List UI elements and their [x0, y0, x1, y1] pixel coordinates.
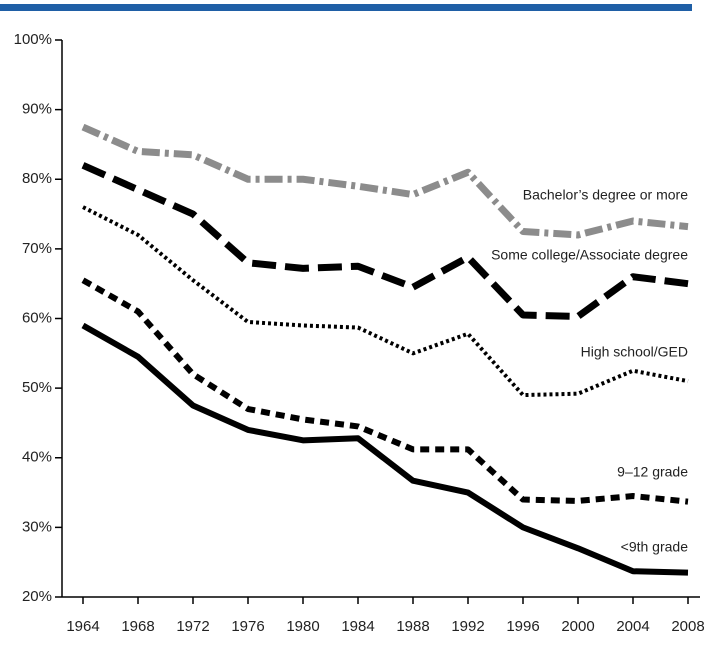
- header-bar: [0, 4, 692, 11]
- x-tick-label: 1976: [231, 618, 264, 635]
- y-tick-label: 70%: [22, 240, 52, 257]
- series-label: <9th grade: [621, 539, 689, 555]
- y-tick-label: 40%: [22, 449, 52, 466]
- series-label: Bachelor’s degree or more: [523, 187, 688, 203]
- x-tick-label: 1992: [451, 618, 484, 635]
- y-tick-label: 30%: [22, 518, 52, 535]
- series-label: Some college/Associate degree: [491, 247, 688, 263]
- series-line: [81, 322, 689, 576]
- x-tick-label: 2004: [616, 618, 649, 635]
- series-label: 9–12 grade: [617, 464, 688, 480]
- x-tick-label: 1980: [286, 618, 319, 635]
- y-tick-label: 50%: [22, 379, 52, 396]
- series-line: [81, 277, 689, 505]
- x-tick-label: 1988: [396, 618, 429, 635]
- x-tick-label: 1968: [121, 618, 154, 635]
- y-tick-label: 100%: [14, 31, 52, 48]
- x-tick-label: 2000: [561, 618, 594, 635]
- series-line: [81, 123, 689, 239]
- y-tick-label: 20%: [22, 588, 52, 605]
- x-tick-label: 1984: [341, 618, 374, 635]
- x-tick-label: 1972: [176, 618, 209, 635]
- y-tick-label: 60%: [22, 309, 52, 326]
- y-tick-label: 80%: [22, 170, 52, 187]
- x-tick-label: 1996: [506, 618, 539, 635]
- series-line: [82, 205, 689, 398]
- series-line: [81, 162, 689, 320]
- x-tick-label: 1964: [66, 618, 99, 635]
- y-tick-label: 90%: [22, 101, 52, 118]
- series-label: High school/GED: [581, 344, 688, 360]
- x-tick-label: 2008: [671, 618, 704, 635]
